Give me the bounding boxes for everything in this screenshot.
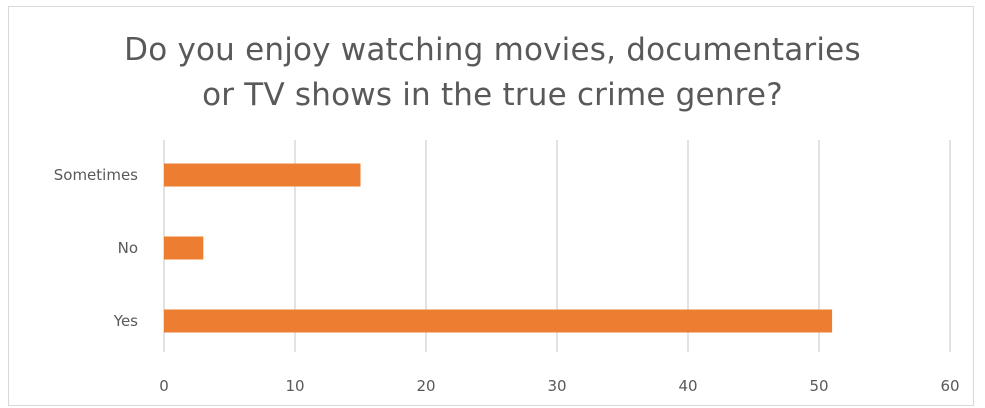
x-tick-label: 30	[547, 377, 566, 395]
x-tick-label: 40	[678, 377, 697, 395]
chart-frame	[8, 6, 974, 406]
chart-title: Do you enjoy watching movies, documentar…	[0, 28, 985, 118]
x-tick-label: 50	[809, 377, 828, 395]
y-category-label: No	[118, 239, 138, 257]
x-tick-label: 60	[940, 377, 959, 395]
bar-sometimes	[164, 163, 361, 187]
bar-no	[164, 236, 204, 260]
x-tick-label: 20	[416, 377, 435, 395]
chart-title-line-1: Do you enjoy watching movies, documentar…	[124, 32, 861, 68]
chart-title-line-2: or TV shows in the true crime genre?	[202, 77, 783, 113]
bar-yes	[164, 309, 833, 333]
x-tick-label: 10	[285, 377, 304, 395]
y-category-label: Yes	[113, 312, 138, 330]
x-tick-label: 0	[159, 377, 169, 395]
y-category-label: Sometimes	[54, 166, 138, 184]
